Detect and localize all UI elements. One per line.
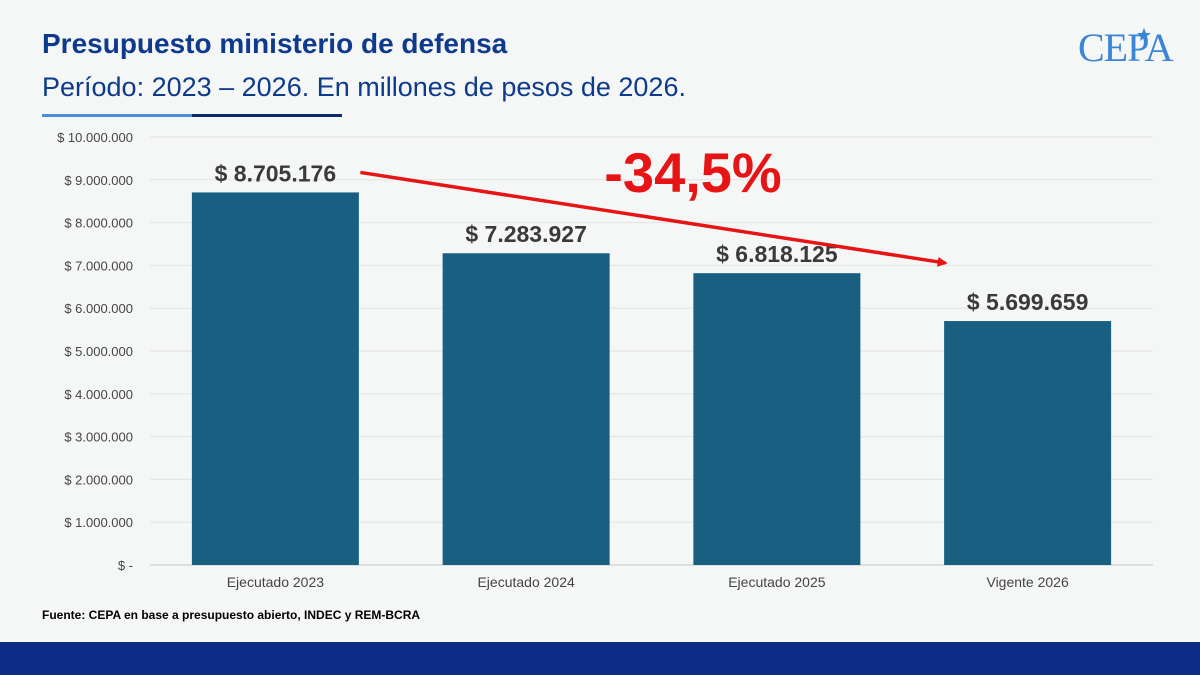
y-axis-ticks: $ - $ 1.000.000 $ 2.000.000 $ 3.000.000 $ 4.…: [57, 130, 133, 573]
title-underline-light: [42, 114, 192, 117]
bar: [693, 273, 861, 565]
y-tick-label: $ 10.000.000: [57, 130, 133, 145]
cepa-logo: CEPA: [1078, 25, 1174, 70]
x-tick-label: Ejecutado 2023: [227, 574, 325, 590]
x-tick-label: Ejecutado 2024: [477, 574, 575, 590]
bars: [191, 192, 1112, 566]
y-tick-label: $ 7.000.000: [64, 258, 133, 273]
y-tick-label: $ 4.000.000: [64, 387, 133, 402]
trend-arrow: [360, 170, 948, 267]
y-tick-label: $ 8.000.000: [64, 216, 133, 231]
chart-title: Presupuesto ministerio de defensa: [42, 28, 508, 59]
y-tick-label: $ 3.000.000: [64, 430, 133, 445]
bar: [442, 253, 610, 565]
change-annotation: -34,5%: [360, 141, 948, 267]
chart-subtitle: Período: 2023 – 2026. En millones de pes…: [42, 72, 686, 102]
bar-chart: $ - $ 1.000.000 $ 2.000.000 $ 3.000.000 $ 4.…: [57, 130, 1153, 590]
y-tick-label: $ 2.000.000: [64, 472, 133, 487]
bar: [191, 192, 359, 566]
bar-value-label: $ 6.818.125: [716, 241, 838, 267]
bar-value-label: $ 7.283.927: [465, 221, 587, 247]
bar: [944, 321, 1112, 565]
y-tick-label: $ 6.000.000: [64, 301, 133, 316]
footer-bar: [0, 642, 1200, 675]
x-tick-label: Ejecutado 2025: [728, 574, 826, 590]
y-tick-label: $ 9.000.000: [64, 173, 133, 188]
x-tick-label: Vigente 2026: [986, 574, 1068, 590]
y-tick-label: $ -: [118, 558, 133, 573]
source-note: Fuente: CEPA en base a presupuesto abier…: [42, 608, 421, 622]
logo-text: CEPA: [1078, 25, 1174, 70]
logo-star-icon: [1137, 28, 1151, 41]
x-axis-ticks: Ejecutado 2023 Ejecutado 2024 Ejecutado 20…: [227, 574, 1069, 590]
change-percentage: -34,5%: [604, 141, 781, 204]
title-underline-dark: [192, 114, 342, 117]
bar-value-label: $ 8.705.176: [215, 160, 337, 186]
data-labels: $ 8.705.176 $ 7.283.927 $ 6.818.125 $ 5.699…: [215, 160, 1089, 315]
y-tick-label: $ 1.000.000: [64, 515, 133, 530]
y-tick-label: $ 5.000.000: [64, 344, 133, 359]
bar-value-label: $ 5.699.659: [967, 289, 1089, 315]
